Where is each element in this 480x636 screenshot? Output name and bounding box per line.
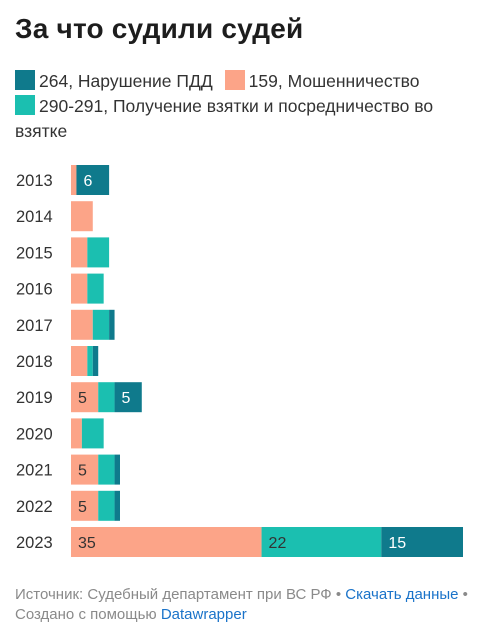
bar-segment-traffic (114, 382, 142, 413)
legend-label-fraud: 159, Мошенничество (248, 71, 420, 91)
legend-item-bribery: 290-291, Получение взятки и посредничест… (15, 94, 470, 144)
bar-segment-bribery (87, 273, 104, 304)
footer: Источник: Судебный департамент при ВС РФ… (15, 585, 470, 624)
category-label: 2021 (16, 462, 53, 480)
bar-segment-traffic (76, 165, 110, 195)
bar-segment-fraud (71, 527, 262, 557)
bar-segment-fraud (71, 237, 88, 268)
bar-segment-bribery (92, 309, 110, 340)
category-label: 2020 (16, 425, 53, 443)
bar-segment-fraud (71, 273, 88, 304)
category-label: 2023 (16, 534, 53, 552)
bar-segment-fraud (71, 490, 99, 521)
legend-swatch-traffic (15, 70, 35, 90)
legend-label-traffic: 264, Нарушение ПДД (39, 71, 213, 91)
bar-segment-traffic (92, 346, 99, 376)
bar-segment-traffic (114, 454, 120, 485)
chart-title: За что судили судей (15, 13, 304, 44)
bar-segment-traffic (381, 527, 463, 557)
bar-segment-fraud (71, 309, 93, 340)
legend-swatch-fraud (224, 70, 245, 90)
category-label: 2016 (16, 281, 53, 299)
legend: 264, Нарушение ПДД 159, Мошенничество 290… (15, 69, 470, 144)
data-label: 22 (269, 535, 287, 552)
legend-swatch-bribery (15, 95, 35, 115)
category-label: 2018 (16, 353, 53, 371)
bar-segment-traffic (114, 490, 120, 521)
category-label: 2015 (16, 244, 53, 262)
bar-segment-traffic (109, 309, 115, 340)
datawrapper-link[interactable]: Datawrapper (160, 605, 247, 623)
data-label: 6 (83, 173, 92, 190)
bar-segment-bribery (81, 418, 104, 449)
bar-segment-fraud (71, 165, 77, 195)
data-label: 5 (122, 390, 131, 407)
bar-segment-fraud (71, 201, 93, 232)
bar-segment-bribery (87, 346, 93, 376)
legend-label-bribery: 290-291, Получение взятки и посредничест… (15, 96, 434, 141)
made-with-text: Создано с помощью (15, 605, 161, 623)
bar-chart: 2013 6 2014 2015 2016 2017 2018 2019 5 5 2020 2021 5… (16, 165, 463, 557)
category-label: 2017 (16, 317, 53, 335)
bar-segment-bribery (98, 454, 115, 485)
legend-item-fraud: 159, Мошенничество (224, 69, 420, 94)
data-label: 5 (78, 463, 87, 480)
source-note: Источник: Судебный департамент при ВС РФ (15, 586, 332, 603)
data-label: 5 (78, 390, 87, 407)
bar-segment-fraud (71, 346, 88, 376)
bar-segment-bribery (98, 490, 115, 521)
category-label: 2014 (16, 208, 53, 226)
bar-segment-fraud (71, 382, 99, 413)
category-label: 2013 (16, 172, 53, 190)
bar-segment-bribery (261, 527, 382, 557)
data-label: 5 (78, 499, 87, 516)
footer-separator: • (331, 586, 346, 603)
download-data-link[interactable]: Скачать данные (345, 586, 459, 603)
bar-segment-fraud (71, 454, 99, 485)
bar-segment-bribery (98, 382, 115, 413)
data-label: 35 (78, 535, 96, 552)
bar-segment-bribery (87, 237, 110, 268)
data-label: 15 (388, 535, 406, 552)
legend-item-traffic: 264, Нарушение ПДД (15, 69, 213, 94)
footer-separator: • (458, 586, 468, 603)
category-label: 2022 (16, 498, 53, 516)
bar-segment-fraud (71, 418, 82, 449)
category-label: 2019 (16, 389, 53, 407)
